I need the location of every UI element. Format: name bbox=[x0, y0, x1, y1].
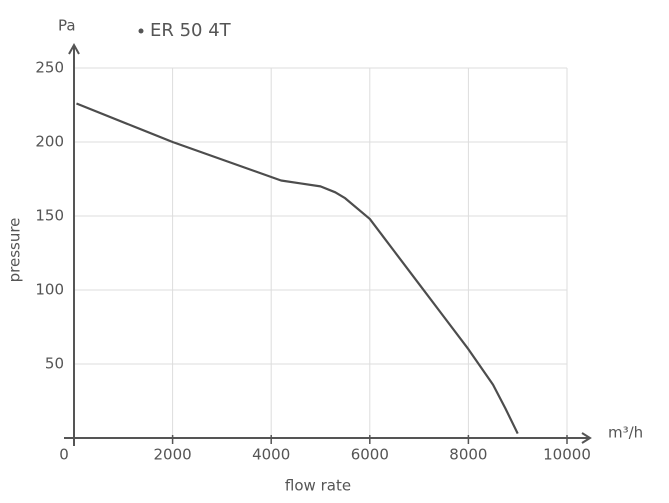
grid bbox=[74, 67, 568, 438]
y-arrow bbox=[68, 42, 80, 55]
x-tick-label: 6000 bbox=[351, 446, 389, 464]
legend-bullet bbox=[138, 28, 144, 34]
y-axis-label: pressure bbox=[6, 218, 24, 283]
y-tick-label: 50 bbox=[45, 355, 64, 373]
y-tick-label: 200 bbox=[35, 133, 64, 151]
x-tick-label: 4000 bbox=[252, 446, 290, 464]
y-unit: Pa bbox=[58, 17, 76, 35]
y-tick-label: 100 bbox=[35, 281, 64, 299]
y-tick-label: 150 bbox=[35, 207, 64, 225]
x-unit: m³/h bbox=[608, 424, 643, 442]
x-arrow bbox=[581, 432, 592, 444]
x-tick-label: 0 bbox=[59, 446, 69, 464]
x-tick-label: 2000 bbox=[154, 446, 192, 464]
legend-label: ER 50 4T bbox=[150, 20, 232, 41]
series-line bbox=[76, 102, 519, 435]
x-tick-label: 8000 bbox=[449, 446, 487, 464]
x-tick-label: 10000 bbox=[543, 446, 591, 464]
y-tick-label: 250 bbox=[35, 59, 64, 77]
x-axis-label: flow rate bbox=[285, 477, 351, 495]
